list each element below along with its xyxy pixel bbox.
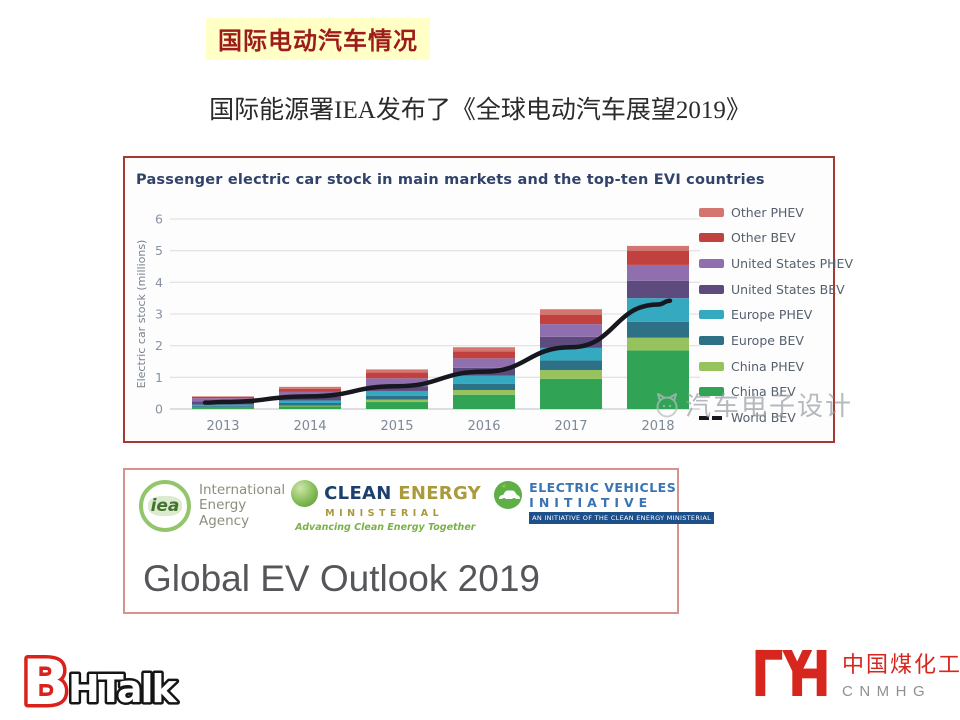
- bar-segment-united-states-bev: [627, 280, 689, 299]
- bar-segment-europe-phev: [453, 375, 515, 384]
- electric-vehicles-initiative-logo: ELECTRIC VEHICLES INITIATIVE AN INITIATI…: [493, 480, 715, 524]
- bar-segment-china-bev: [279, 406, 341, 409]
- bar-segment-china-bev: [366, 402, 428, 409]
- bar-segment-united-states-phev: [366, 378, 428, 387]
- bar-segment-other-bev: [453, 351, 515, 359]
- bar-segment-other-phev: [192, 396, 254, 397]
- bar-segment-other-bev: [279, 388, 341, 392]
- bar-segment-other-bev: [540, 314, 602, 325]
- bar-segment-china-bev: [627, 350, 689, 409]
- bar-segment-china-phev: [366, 399, 428, 403]
- bar-segment-other-bev: [627, 250, 689, 265]
- evi-line1: ELECTRIC VEHICLES: [529, 480, 677, 495]
- cover-logos-row: iea International Energy Agency CLEAN EN…: [139, 480, 715, 533]
- x-tick-label: 2016: [467, 419, 500, 434]
- cnmhg-text: 中国煤化工 CNMHG: [842, 647, 960, 700]
- bar-segment-europe-phev: [627, 298, 689, 322]
- x-tick-label: 2018: [641, 419, 674, 434]
- bar-segment-china-phev: [453, 389, 515, 395]
- iea-circle-icon: iea: [139, 480, 191, 532]
- chart-title: Passenger electric car stock in main mar…: [136, 172, 765, 188]
- x-tick-label: 2017: [554, 419, 587, 434]
- bar-segment-united-states-bev: [366, 386, 428, 391]
- bar-segment-europe-bev: [366, 395, 428, 400]
- iea-logo: iea International Energy Agency: [139, 480, 285, 532]
- iea-line1: International: [199, 481, 286, 498]
- bar-segment-other-phev: [540, 309, 602, 315]
- y-tick-label: 5: [155, 243, 163, 258]
- bar-segment-europe-phev: [366, 390, 428, 396]
- bar-segment-europe-bev: [279, 402, 341, 406]
- world-bev-line: [202, 298, 673, 405]
- y-tick-label: 3: [155, 306, 163, 321]
- report-title: Global EV Outlook 2019: [143, 558, 540, 599]
- evi-line2: INITIATIVE: [529, 495, 653, 510]
- bar-segment-other-bev: [192, 396, 254, 399]
- globe-icon: [291, 480, 319, 507]
- mh-monogram-icon: [755, 649, 827, 697]
- bar-segment-other-phev: [279, 386, 341, 389]
- ev-car-icon: [494, 481, 523, 509]
- bar-segment-united-states-phev: [627, 264, 689, 281]
- bar-segment-china-bev: [540, 378, 602, 409]
- bar-segment-china-phev: [627, 337, 689, 351]
- bar-segment-europe-phev: [192, 404, 254, 407]
- watermark-cat-icon: [656, 392, 678, 417]
- cnmhg-logo: 中国煤化工 CNMHG: [752, 644, 960, 702]
- y-tick-label: 0: [155, 402, 163, 417]
- bar-segment-china-phev: [279, 405, 341, 407]
- report-cover: iea International Energy Agency CLEAN EN…: [123, 468, 715, 614]
- bar-segment-other-bev: [366, 372, 428, 379]
- bhtalk-logo: B HTalk: [20, 644, 182, 718]
- cem-word-energy: ENERGY: [398, 483, 481, 504]
- clean-energy-ministerial-logo: CLEAN ENERGY MINISTERIAL Advancing Clean…: [291, 480, 481, 533]
- plot-area: 0 1 2 3 4 5 6 2013 2014 2015 2016 2017 2018: [155, 211, 700, 434]
- bar-segment-china-phev: [540, 370, 602, 379]
- cnmhg-chinese: 中国煤化工: [842, 652, 960, 678]
- x-tick-label: 2014: [293, 419, 326, 434]
- y-tick-label: 2: [155, 338, 163, 353]
- slide-subtitle: 国际能源署IEA发布了《全球电动汽车展望2019》: [209, 97, 751, 124]
- cem-title: CLEAN ENERGY: [324, 483, 481, 504]
- watermark-text: 汽车电子设计: [685, 392, 854, 422]
- bar-segment-united-states-bev: [540, 336, 602, 348]
- bar-segment-europe-bev: [192, 406, 254, 408]
- cem-tagline: Advancing Clean Energy Together: [295, 522, 476, 533]
- bar-segment-united-states-phev: [453, 358, 515, 368]
- y-tick-label: 6: [155, 211, 163, 226]
- y-tick-label: 1: [155, 370, 163, 385]
- bar-segment-europe-bev: [540, 360, 602, 371]
- bar-segment-europe-bev: [627, 321, 689, 338]
- cem-word-clean: CLEAN: [324, 483, 392, 504]
- iea-abbr: iea: [147, 496, 183, 516]
- bar-segment-europe-bev: [453, 383, 515, 390]
- slide-title-badge: 国际电动汽车情况: [206, 18, 430, 60]
- cnmhg-english: CNMHG: [842, 682, 932, 700]
- bhtalk-b: B: [22, 646, 69, 718]
- bar-segment-other-phev: [453, 347, 515, 352]
- iea-line2: Energy Agency: [199, 497, 250, 529]
- bar-segment-china-bev: [192, 408, 254, 409]
- bar-segment-other-phev: [627, 245, 689, 251]
- cem-ministerial: MINISTERIAL: [325, 508, 444, 519]
- bhtalk-rest: HTalk: [68, 667, 177, 711]
- y-tick-label: 4: [155, 275, 163, 290]
- bar-segment-united-states-phev: [540, 324, 602, 337]
- watermark: 汽车电子设计: [652, 386, 853, 423]
- bar-segment-china-bev: [453, 394, 515, 409]
- bar-segment-europe-phev: [279, 400, 341, 403]
- evi-banner: AN INITIATIVE OF THE CLEAN ENERGY MINIST…: [529, 512, 715, 524]
- bar-segment-europe-phev: [540, 347, 602, 361]
- iea-logo-text: International Energy Agency: [199, 481, 286, 530]
- x-tick-label: 2015: [380, 419, 413, 434]
- bar-segment-other-phev: [366, 369, 428, 373]
- x-tick-label: 2013: [206, 419, 239, 434]
